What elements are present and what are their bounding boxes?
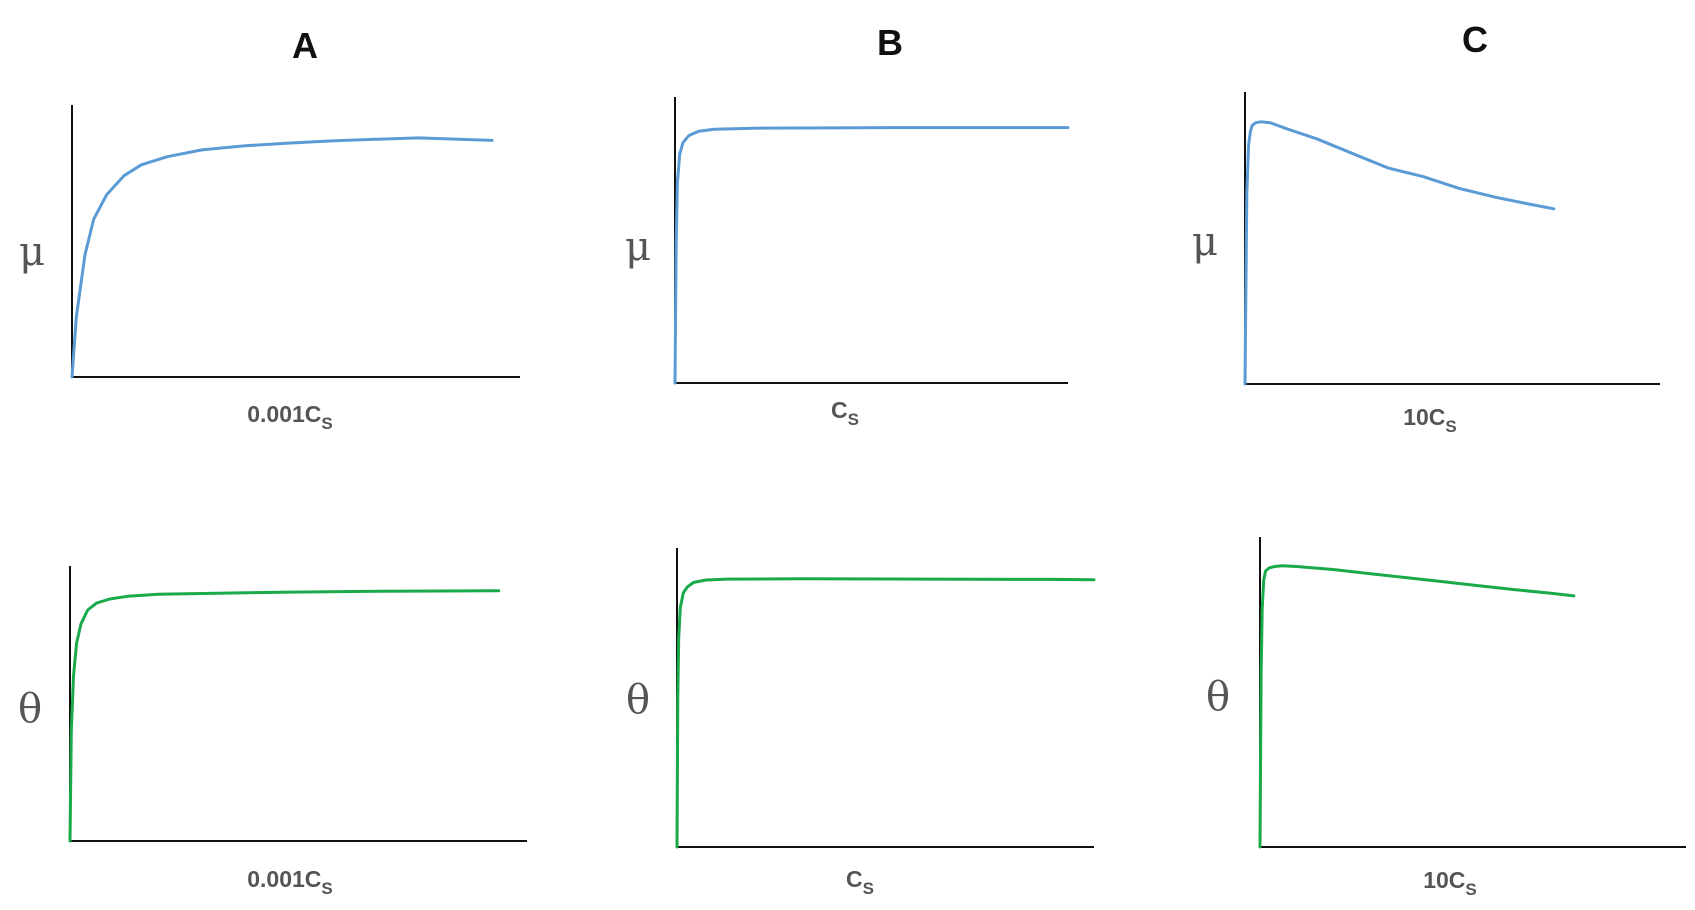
y-axis-label: μ (1192, 219, 1218, 265)
series-line-a-mu (70, 136, 494, 379)
column-title-a: A (292, 25, 318, 66)
y-axis-label: θ (1206, 674, 1230, 720)
panel-b-theta: θ CS (626, 548, 1096, 898)
x-axis-label-subscript: S (321, 414, 332, 433)
x-axis-label-main: 10C (1423, 867, 1465, 893)
column-title-b: B (877, 22, 903, 63)
x-axis-label: 10CS (1403, 404, 1457, 436)
series-line-c-mu (1243, 120, 1556, 386)
x-axis-label: 0.001CS (247, 401, 333, 433)
panel-a-mu: μ 0.001CS (19, 105, 520, 433)
x-axis-label-main: 10C (1403, 404, 1445, 430)
x-axis-label-subscript: S (863, 879, 874, 898)
x-axis-label-main: C (831, 397, 848, 423)
series-line-b-theta (675, 577, 1096, 849)
x-axis-label-subscript: S (1445, 417, 1456, 436)
x-axis-label-subscript: S (321, 879, 332, 898)
x-axis-label-main: C (846, 866, 863, 892)
x-axis-label: 10CS (1423, 867, 1477, 899)
panel-b-mu: μ CS (625, 97, 1070, 429)
y-axis-label: θ (626, 677, 650, 723)
series-line-b-mu (673, 126, 1070, 385)
panel-a-theta: θ 0.001CS (18, 566, 527, 898)
x-axis-label-main: 0.001C (247, 866, 321, 892)
y-axis-label: μ (19, 229, 45, 275)
x-axis-label: CS (831, 397, 859, 429)
series-line-a-theta (68, 589, 501, 843)
y-axis-label: μ (625, 224, 651, 270)
panel-c-mu: μ 10CS (1192, 92, 1660, 436)
x-axis-label: CS (846, 866, 874, 898)
x-axis-label-main: 0.001C (247, 401, 321, 427)
x-axis-label: 0.001CS (247, 866, 333, 898)
panel-c-theta: θ 10CS (1206, 537, 1686, 899)
series-line-c-theta (1258, 564, 1576, 849)
x-axis-label-subscript: S (1465, 880, 1476, 899)
column-title-c: C (1462, 19, 1488, 60)
y-axis-label: θ (18, 686, 42, 732)
x-axis-label-subscript: S (848, 410, 859, 429)
